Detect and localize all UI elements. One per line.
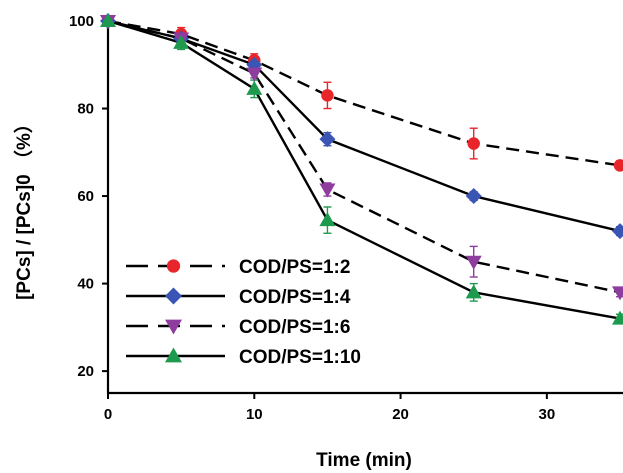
data-point: [319, 131, 336, 148]
x-tick-label: 0: [104, 406, 112, 423]
y-axis-title: [PCs] / [PCs]0 （%）: [12, 114, 35, 300]
x-tick-label: 20: [392, 406, 409, 423]
data-point: [465, 255, 482, 270]
data-point: [612, 310, 623, 325]
y-tick-label: 40: [77, 276, 94, 293]
legend-label: COD/PS=1:10: [239, 347, 361, 368]
y-tick-label: 20: [77, 363, 94, 380]
legend-marker: [165, 347, 182, 363]
legend-label: COD/PS=1:2: [239, 257, 350, 278]
data-point: [319, 183, 336, 198]
data-point: [246, 67, 263, 82]
legend-marker: [165, 287, 182, 305]
plot-area: [106, 15, 623, 395]
data-point: [613, 159, 623, 172]
data-point: [173, 34, 190, 49]
y-tick-label: 100: [69, 13, 94, 30]
data-point: [465, 284, 482, 299]
series-lines: [107, 19, 621, 320]
data-point: [612, 223, 623, 240]
y-tick-label: 80: [77, 101, 94, 118]
data-point: [612, 286, 623, 301]
y-tick-label: 60: [77, 188, 94, 205]
legend-label: COD/PS=1:4: [239, 287, 351, 308]
x-tick-label: 10: [246, 406, 263, 423]
series-markers: [100, 13, 623, 325]
data-point: [246, 80, 263, 95]
series-line-3: [107, 19, 621, 294]
data-point: [319, 212, 336, 227]
series-line-1: [107, 19, 621, 167]
legend-marker: [165, 319, 182, 335]
series-line-2: [107, 19, 621, 233]
data-point: [465, 188, 482, 205]
x-tick-label: 30: [539, 406, 556, 423]
data-point: [100, 13, 116, 27]
series-line-4: [107, 19, 621, 320]
legend-marker: [166, 259, 181, 273]
data-point: [467, 137, 480, 150]
x-axis-title: Time (min): [316, 450, 412, 471]
data-point: [321, 89, 334, 102]
legend-label: COD/PS=1:6: [239, 317, 350, 338]
legend: COD/PS=1:2 COD/PS=1:4 COD/PS=1:6 COD/PS=1:1…: [126, 257, 361, 368]
